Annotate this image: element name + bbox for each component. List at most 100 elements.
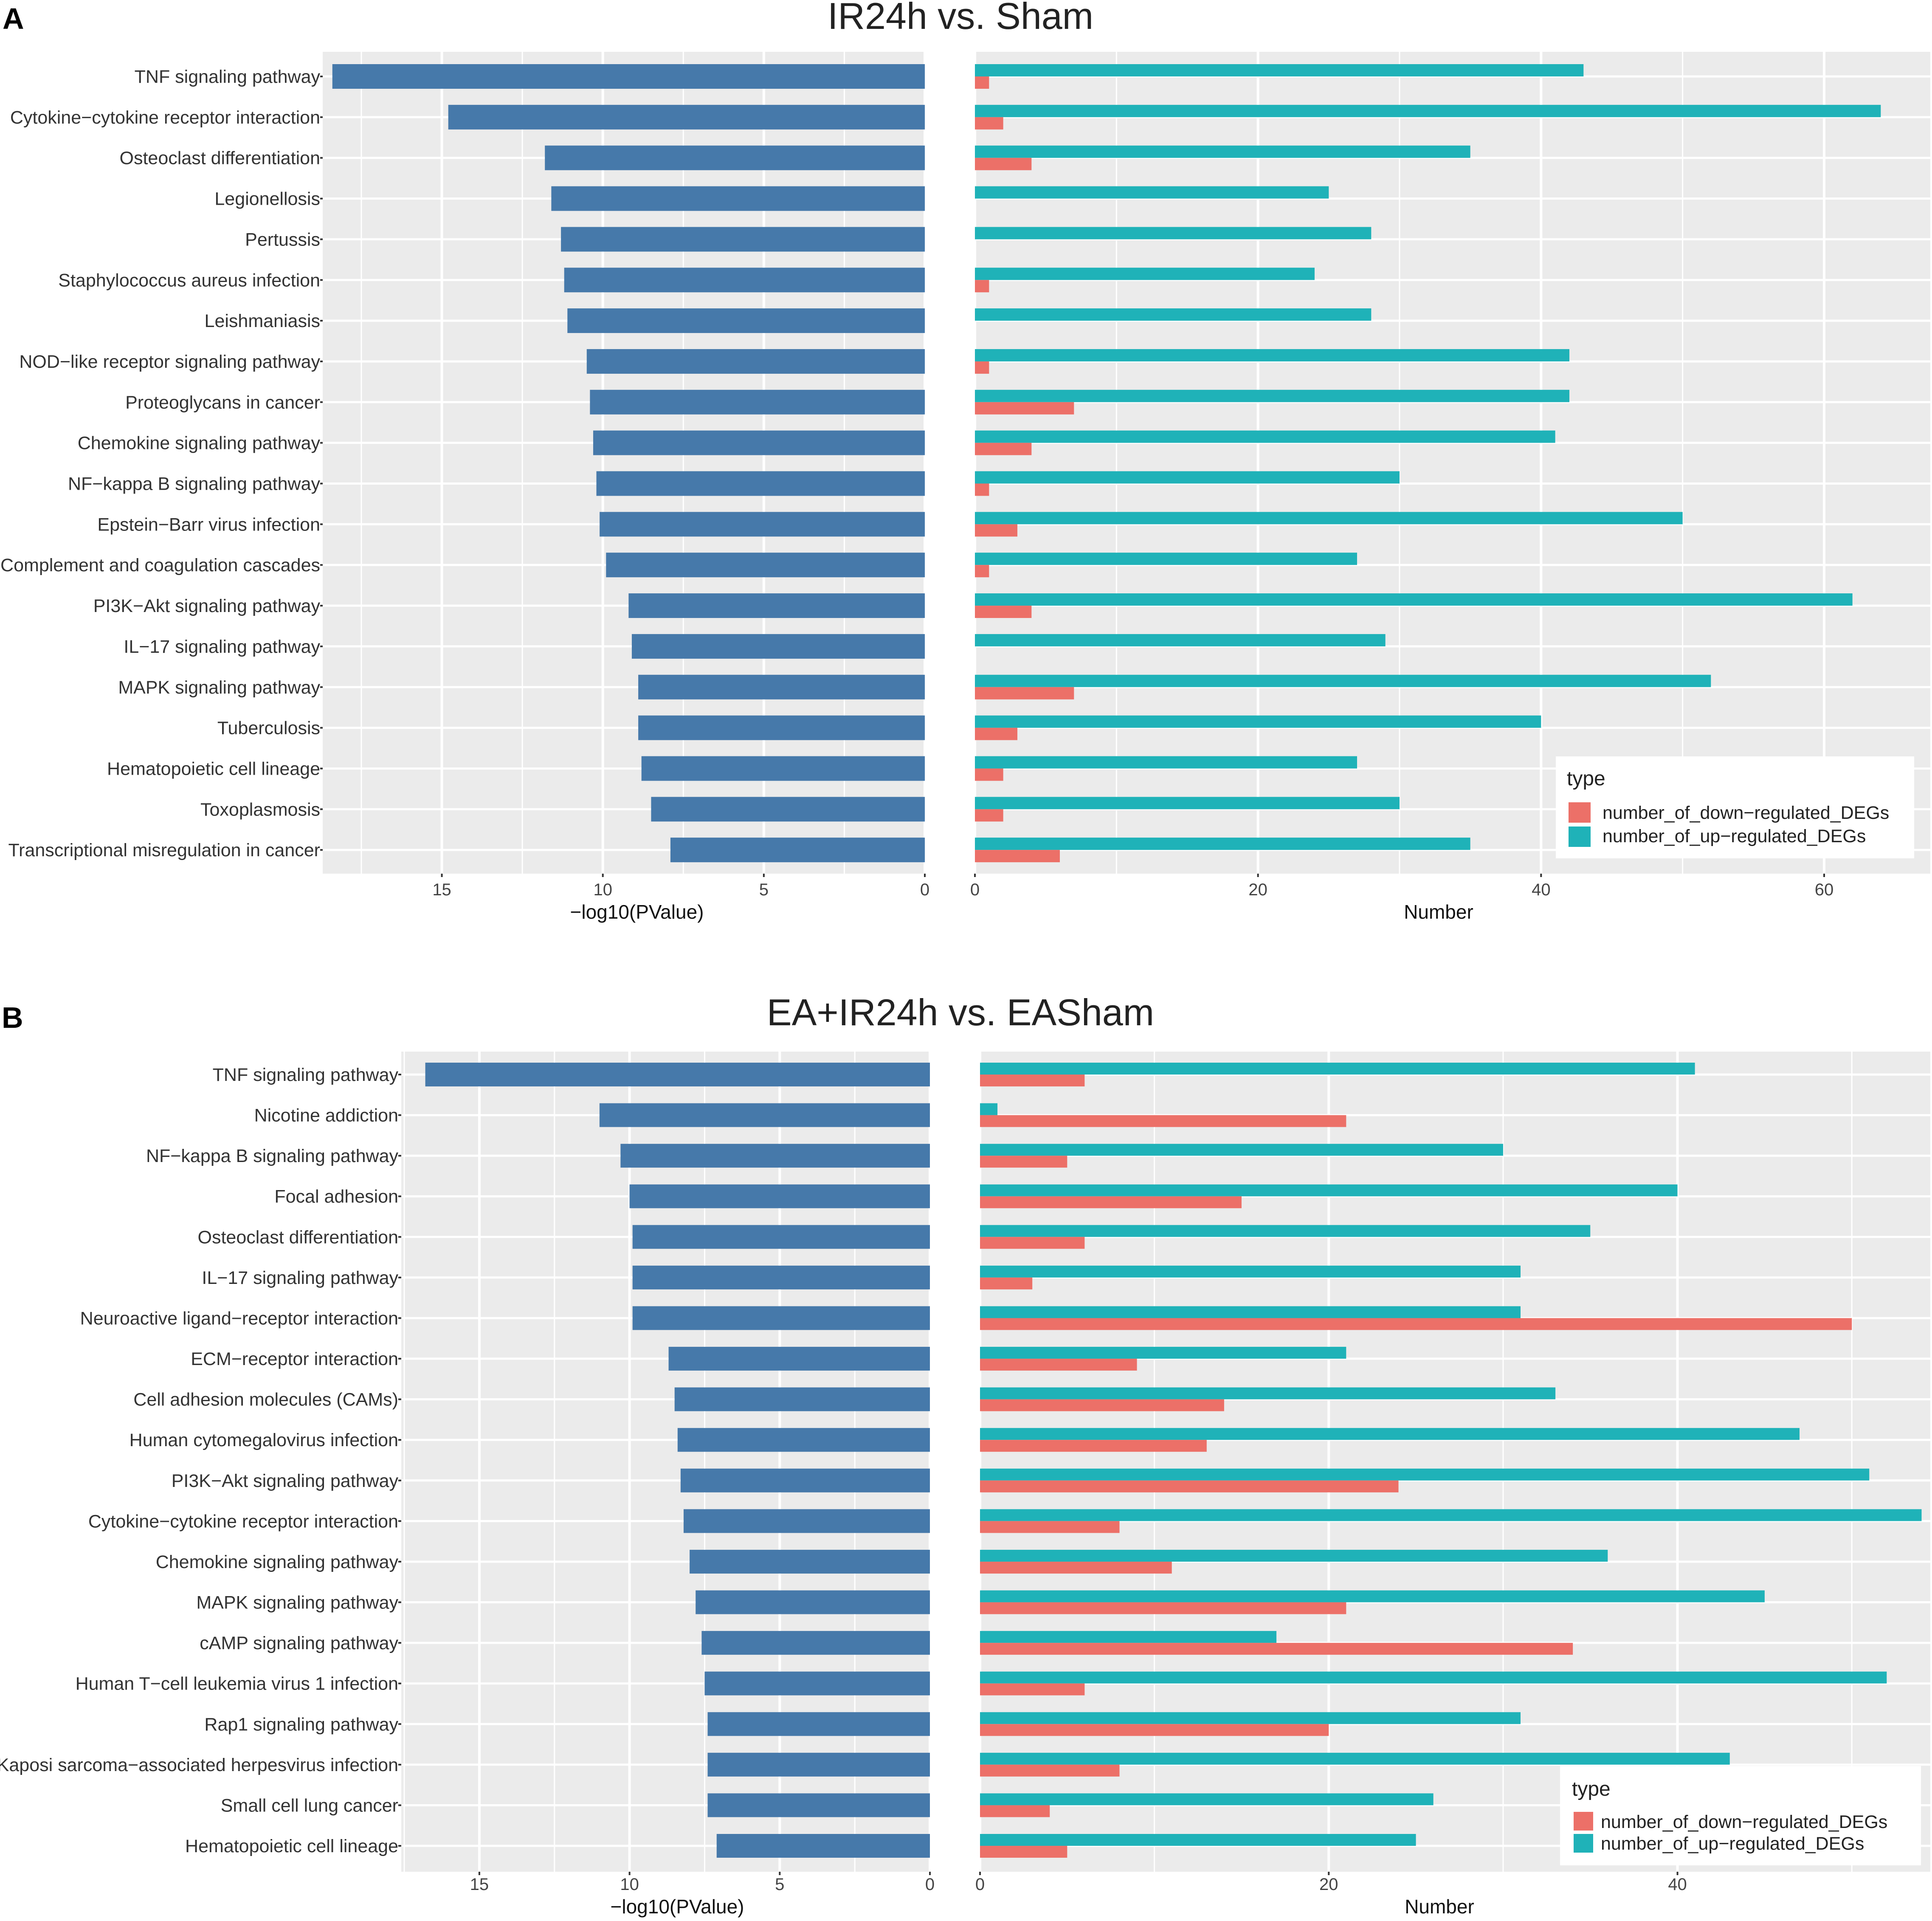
panel-b-up-regulated-bar — [980, 1834, 1416, 1846]
panel-a-category-label: Complement and coagulation cascades — [0, 555, 320, 575]
panel-b-pvalue-bar — [677, 1428, 930, 1452]
panel-a-left-tick-label: 10 — [593, 880, 612, 899]
panel-b-up-regulated-bar — [980, 1063, 1695, 1075]
panel-a-pvalue-bar — [551, 186, 925, 211]
panel-b-down-regulated-bar — [980, 1075, 1085, 1086]
panel-a-pvalue-bar — [593, 430, 925, 455]
panel-a-down-regulated-bar — [975, 443, 1032, 455]
panel-a-pvalue-bar — [638, 674, 925, 700]
panel-b-count-bars — [980, 1063, 1922, 1858]
panel-a-down-regulated-bar — [975, 76, 989, 89]
panel-b-pvalue-bar — [704, 1671, 930, 1695]
panel-a-up-regulated-bar — [975, 104, 1881, 117]
panel-b-up-regulated-bar — [980, 1225, 1591, 1237]
panel-a-right-plot-background — [975, 52, 1930, 874]
panel-a-down-regulated-bar — [975, 158, 1032, 170]
panel-a-down-regulated-bar — [975, 524, 1017, 537]
panel-a-down-regulated-bar — [975, 850, 1060, 863]
panel-a-category-label: NF−kappa B signaling pathway — [68, 474, 321, 494]
panel-a-count-bars — [975, 64, 1881, 863]
panel-a-down-regulated-bar — [975, 402, 1074, 415]
panel-a-pvalue-bar — [606, 553, 925, 578]
panel-a-up-regulated-bar — [975, 145, 1470, 158]
panel-b-down-regulated-bar — [980, 1764, 1120, 1777]
panel-b-left-axis-title: −log10(PValue) — [611, 1896, 744, 1918]
panel-a-down-regulated-bar — [975, 565, 989, 578]
panel-a-right-axis-title: Number — [1404, 901, 1473, 923]
panel-b-right-tick-labels: 0 20 40 — [975, 1872, 1687, 1894]
panel-b-up-regulated-bar — [980, 1428, 1800, 1440]
panel-b-down-regulated-bar — [980, 1318, 1852, 1330]
panel-b-left-tick-labels: 15 10 5 0 — [470, 1872, 935, 1894]
panel-a-category-label: NOD−like receptor signaling pathway — [19, 352, 320, 372]
panel-a-legend: type number_of_down−regulated_DEGs numbe… — [1556, 756, 1914, 858]
panel-b-down-regulated-bar — [980, 1846, 1067, 1858]
panel-a-pvalue-bar — [596, 471, 925, 496]
panel-a-category-label: Transcriptional misregulation in cancer — [8, 840, 320, 860]
panel-b-pvalue-bar — [696, 1590, 930, 1614]
panel-a-category-label: Chemokine signaling pathway — [78, 433, 321, 454]
panel-b-category-label: Kaposi sarcoma−associated herpesvirus in… — [0, 1755, 398, 1775]
panel-b-right-tick-label: 40 — [1668, 1875, 1687, 1894]
panel-b-letter: B — [2, 1001, 23, 1034]
panel-b-category-labels: TNF signaling pathway Nicotine addiction N… — [0, 1065, 401, 1856]
panel-b-category-label: Chemokine signaling pathway — [156, 1552, 399, 1572]
panel-b-up-regulated-bar — [980, 1549, 1608, 1562]
panel-b-right-tick-label: 0 — [975, 1875, 985, 1894]
panel-b-down-regulated-bar — [980, 1359, 1137, 1371]
panel-a-legend-box — [1556, 756, 1914, 858]
panel-a-right-tick-label: 40 — [1532, 880, 1551, 899]
panel-a-pvalue-bar — [561, 227, 925, 252]
panel-b-category-label: Hematopoietic cell lineage — [185, 1836, 398, 1856]
panel-a-category-label: Osteoclast differentiation — [120, 148, 320, 169]
panel-a-category-label: Cytokine−cytokine receptor interaction — [10, 107, 320, 128]
panel-a-up-regulated-bar — [975, 674, 1711, 687]
panel-b-pvalue-bar — [707, 1712, 930, 1736]
panel-b-up-regulated-bar — [980, 1347, 1346, 1359]
panel-a-category-label: Leishmaniasis — [205, 311, 320, 331]
panel-a-category-label: TNF signaling pathway — [135, 67, 321, 87]
panel-b-category-label: PI3K−Akt signaling pathway — [172, 1471, 399, 1491]
panel-a-right-tick-label: 20 — [1248, 880, 1267, 899]
panel-a-legend-label-down: number_of_down−regulated_DEGs — [1602, 803, 1889, 823]
panel-a-up-regulated-bar — [975, 430, 1555, 443]
panel-a-down-regulated-bar — [975, 606, 1032, 618]
panel-a-up-regulated-bar — [975, 64, 1584, 76]
panel-b-pvalue-bar — [668, 1347, 930, 1371]
panel-b-up-regulated-bar — [980, 1793, 1434, 1805]
panel-a-pvalue-bar — [590, 389, 925, 415]
panel-b-category-label: Osteoclast differentiation — [198, 1227, 398, 1247]
panel-b-category-label: Small cell lung cancer — [221, 1795, 398, 1816]
panel-b-down-regulated-bar — [980, 1561, 1172, 1574]
panel-b-pvalue-bar — [674, 1387, 930, 1411]
panel-a-up-regulated-bar — [975, 838, 1470, 850]
panel-b-up-regulated-bar — [980, 1306, 1521, 1318]
panel-a-left-axis-title: −log10(PValue) — [570, 901, 704, 923]
panel-a-pvalue-bar — [641, 756, 925, 781]
panel-b-pvalue-bars — [425, 1063, 930, 1858]
panel-a-up-regulated-bar — [975, 593, 1853, 606]
panel-b-pvalue-bar — [707, 1793, 930, 1817]
panel-a-pvalue-bar — [564, 268, 925, 293]
panel-a-right-tick-label: 60 — [1815, 880, 1834, 899]
panel-b-left-tick-label: 10 — [620, 1875, 639, 1894]
panel-b-down-regulated-bar — [980, 1480, 1399, 1492]
panel-b-down-regulated-bar — [980, 1115, 1346, 1127]
panel-b-up-regulated-bar — [980, 1590, 1765, 1602]
panel-a-legend-title: type — [1567, 767, 1605, 790]
panel-b-down-regulated-bar — [980, 1399, 1224, 1411]
panel-b-category-label: Neuroactive ligand−receptor interaction — [80, 1308, 398, 1329]
panel-b-left-tick-label: 15 — [470, 1875, 489, 1894]
panel-b-up-regulated-bar — [980, 1752, 1730, 1765]
panel-b-pvalue-bar — [632, 1306, 930, 1330]
panel-a-left-plot-background — [323, 52, 925, 874]
panel-b-pvalue-bar — [620, 1144, 930, 1168]
panel-a: A IR24h vs. Sham TNF signaling pathway Cy… — [0, 0, 1930, 923]
panel-b-down-regulated-bar — [980, 1683, 1085, 1695]
panel-a-pvalue-bar — [600, 512, 925, 537]
panel-a-up-regulated-bar — [975, 797, 1400, 810]
panel-b-down-regulated-bar — [980, 1196, 1242, 1208]
panel-b-legend-label-up: number_of_up−regulated_DEGs — [1601, 1834, 1864, 1854]
panel-b-down-regulated-bar — [980, 1156, 1067, 1168]
